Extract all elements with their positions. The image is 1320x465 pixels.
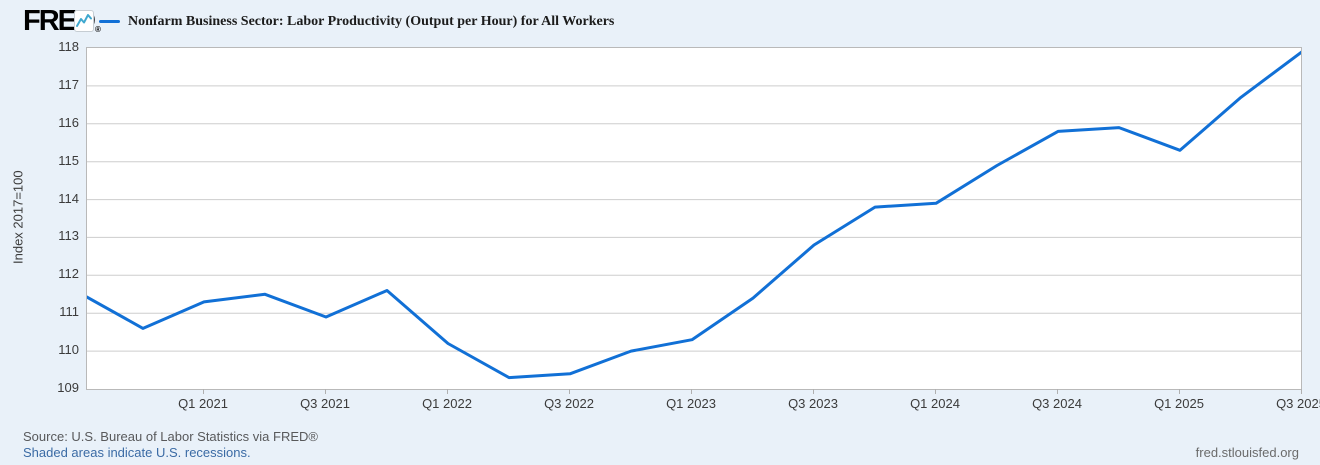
x-tick-label: Q3 2024 xyxy=(1032,396,1082,411)
x-tick-mark xyxy=(935,389,936,394)
x-tick-label: Q3 2021 xyxy=(300,396,350,411)
x-tick-mark xyxy=(1179,389,1180,394)
x-tick-label: Q1 2023 xyxy=(666,396,716,411)
x-tick-mark xyxy=(203,389,204,394)
y-tick-label: 117 xyxy=(58,76,79,92)
x-tick-mark xyxy=(813,389,814,394)
plot-area[interactable] xyxy=(86,47,1302,390)
y-tick-label: 110 xyxy=(58,342,79,358)
source-note: Source: U.S. Bureau of Labor Statistics … xyxy=(23,429,318,444)
x-tick-mark xyxy=(569,389,570,394)
y-tick-label: 112 xyxy=(58,266,79,282)
fred-logo-sparkline-icon xyxy=(74,9,94,33)
legend: Nonfarm Business Sector: Labor Productiv… xyxy=(99,0,614,43)
x-tick-mark xyxy=(691,389,692,394)
x-tick-label: Q1 2024 xyxy=(910,396,960,411)
x-tick-mark xyxy=(1301,389,1302,394)
x-tick-mark xyxy=(325,389,326,394)
x-tick-mark xyxy=(1057,389,1058,394)
y-tick-label: 116 xyxy=(58,114,79,130)
y-axis-title: Index 2017=100 xyxy=(10,170,26,265)
x-tick-label: Q3 2023 xyxy=(788,396,838,411)
y-tick-label: 113 xyxy=(58,228,79,244)
y-tick-label: 118 xyxy=(58,39,79,54)
productivity-line-chart xyxy=(87,50,1301,380)
legend-line-swatch xyxy=(99,20,120,23)
y-tick-label: 111 xyxy=(59,304,79,320)
series-title[interactable]: Nonfarm Business Sector: Labor Productiv… xyxy=(128,13,615,29)
x-tick-label: Q3 2025 xyxy=(1276,396,1320,411)
y-tick-label: 115 xyxy=(58,152,79,168)
recessions-link[interactable]: Shaded areas indicate U.S. recessions. xyxy=(23,445,251,460)
x-tick-mark xyxy=(447,389,448,394)
x-tick-label: Q1 2025 xyxy=(1154,396,1204,411)
y-tick-label: 114 xyxy=(58,190,79,206)
x-tick-label: Q3 2022 xyxy=(544,396,594,411)
fred-site-link[interactable]: fred.stlouisfed.org xyxy=(1195,445,1299,460)
x-tick-label: Q1 2021 xyxy=(178,396,228,411)
y-tick-label: 109 xyxy=(57,380,79,395)
registered-mark: ® xyxy=(94,25,101,34)
x-tick-label: Q1 2022 xyxy=(422,396,472,411)
